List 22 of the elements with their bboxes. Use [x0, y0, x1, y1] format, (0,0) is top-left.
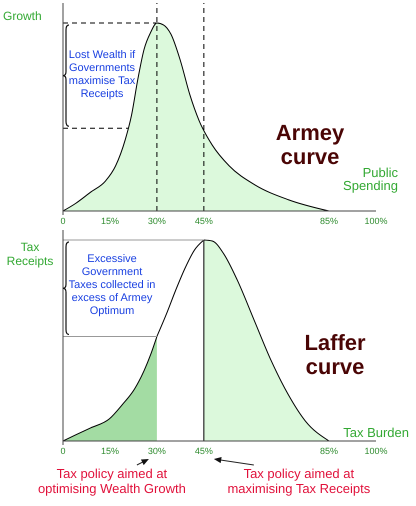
- x-tick-label: 30%: [148, 216, 166, 226]
- x-axis-title: Tax Burden: [343, 425, 409, 440]
- annotation: Tax policy aimed at maximising Tax Receipts: [227, 466, 371, 496]
- annotation: Tax policy aimed at optimising Wealth Growth: [38, 466, 186, 496]
- y-axis-title: Growth: [3, 9, 42, 23]
- x-tick-label: 45%: [194, 446, 213, 456]
- x-tick-label: 100%: [364, 216, 388, 226]
- y-axis-title: Tax Receipts: [6, 240, 54, 268]
- x-tick-label: 100%: [364, 446, 388, 456]
- x-tick-label: 0: [60, 216, 66, 226]
- x-axis-title: Public Spending: [343, 165, 398, 193]
- annotation: Excessive Government Taxes collected in excess of Armey Optimum: [68, 253, 156, 317]
- x-tick-label: 15%: [100, 446, 119, 456]
- x-tick-label: 85%: [320, 216, 338, 226]
- x-tick-label: 45%: [194, 216, 213, 226]
- x-tick-label: 15%: [100, 216, 119, 226]
- annotation: Lost Wealth if Governments maximise Tax Receipts: [68, 49, 136, 100]
- x-tick-label: 30%: [148, 446, 166, 456]
- x-tick-label: 0: [60, 446, 66, 456]
- text: Laffer curve: [304, 330, 366, 379]
- x-tick-label: 85%: [320, 446, 338, 456]
- text: Armey curve: [276, 120, 346, 169]
